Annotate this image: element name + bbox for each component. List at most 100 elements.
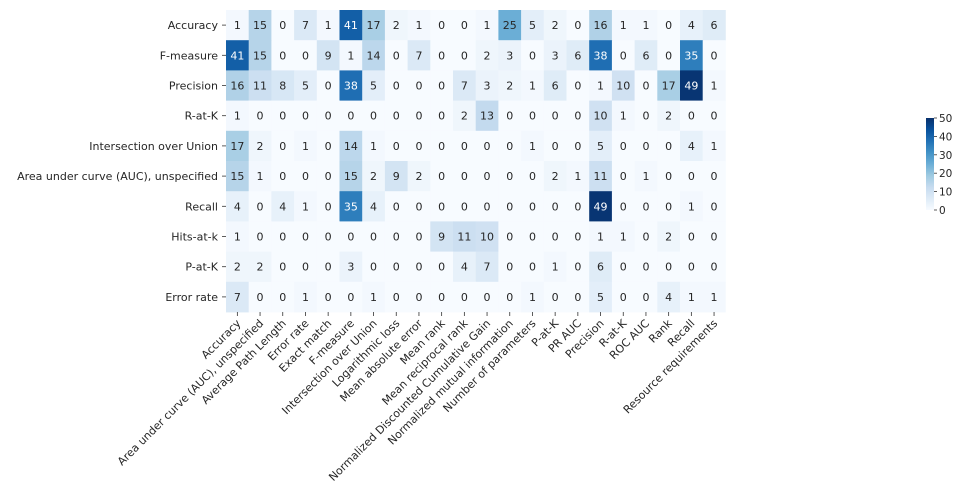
heatmap-cell — [362, 70, 386, 101]
cell-value-label: 1 — [302, 200, 309, 213]
heatmap-cell — [543, 70, 567, 101]
cell-value-label: 1 — [620, 231, 627, 244]
cell-value-label: 0 — [688, 231, 695, 244]
heatmap-cell — [657, 130, 681, 162]
heatmap-cell — [339, 161, 363, 192]
heatmap-cell — [384, 191, 408, 222]
y-tick-label: P-at-K — [185, 261, 218, 274]
heatmap-cell — [702, 130, 726, 162]
heatmap-cell — [271, 221, 295, 252]
heatmap-cell — [634, 100, 658, 132]
cell-value-label: 0 — [552, 110, 559, 123]
cell-value-label: 6 — [574, 49, 581, 62]
heatmap-cell — [339, 100, 363, 132]
heatmap-cell — [407, 191, 431, 222]
heatmap-cell — [294, 130, 318, 162]
colorbar-tick-label: 50 — [939, 113, 952, 125]
cell-value-label: 0 — [506, 261, 513, 274]
cell-value-label: 0 — [529, 170, 536, 183]
cell-value-label: 4 — [461, 261, 468, 274]
heatmap-cell — [475, 100, 499, 132]
cell-value-label: 0 — [415, 261, 422, 274]
cell-value-label: 0 — [506, 200, 513, 213]
cell-value-label: 1 — [302, 291, 309, 304]
cell-value-label: 0 — [438, 49, 445, 62]
cell-value-label: 1 — [552, 261, 559, 274]
heatmap-cell — [475, 281, 499, 313]
heatmap-cell — [384, 161, 408, 192]
cell-value-label: 2 — [552, 19, 559, 32]
cell-value-label: 0 — [574, 80, 581, 93]
heatmap-cell — [680, 281, 704, 313]
cell-value-label: 1 — [234, 231, 241, 244]
heatmap-cell — [680, 251, 704, 283]
cell-value-label: 0 — [484, 140, 491, 153]
heatmap-cell — [226, 10, 250, 41]
heatmap-cell — [384, 221, 408, 252]
y-tick-label: R-at-K — [185, 110, 219, 123]
cell-value-label: 0 — [688, 170, 695, 183]
heatmap-cell — [294, 191, 318, 222]
heatmap-cell — [566, 100, 590, 132]
cell-value-label: 0 — [438, 261, 445, 274]
cell-value-label: 1 — [484, 19, 491, 32]
cell-value-label: 2 — [665, 110, 672, 123]
cell-value-label: 0 — [347, 291, 354, 304]
heatmap-cell — [430, 221, 454, 252]
cell-value-label: 0 — [574, 261, 581, 274]
heatmap-cell — [453, 100, 477, 132]
cell-value-label: 0 — [665, 200, 672, 213]
heatmap-cell — [430, 70, 454, 101]
heatmap-cell — [498, 10, 522, 41]
cell-value-label: 0 — [325, 140, 332, 153]
cell-value-label: 0 — [574, 140, 581, 153]
cell-value-label: 0 — [302, 49, 309, 62]
cell-value-label: 0 — [620, 49, 627, 62]
heatmap-cell — [453, 221, 477, 252]
cell-value-label: 0 — [574, 291, 581, 304]
heatmap-cell — [566, 281, 590, 313]
heatmap-cell — [453, 161, 477, 192]
cell-value-label: 0 — [415, 80, 422, 93]
cell-value-label: 13 — [480, 110, 494, 123]
cell-value-label: 0 — [506, 110, 513, 123]
heatmap-cell — [453, 40, 477, 71]
heatmap-cell — [384, 251, 408, 283]
colorbar-tick-label: 20 — [939, 168, 952, 180]
cell-value-label: 2 — [257, 261, 264, 274]
cell-value-label: 0 — [302, 261, 309, 274]
heatmap-cell — [248, 10, 272, 41]
heatmap-cell — [362, 100, 386, 132]
cell-value-label: 6 — [642, 49, 649, 62]
cell-value-label: 0 — [461, 140, 468, 153]
heatmap-cell — [543, 100, 567, 132]
cell-value-label: 1 — [574, 170, 581, 183]
cell-value-label: 11 — [594, 170, 608, 183]
heatmap-cell — [271, 161, 295, 192]
cell-value-label: 0 — [279, 231, 286, 244]
cell-value-label: 0 — [325, 170, 332, 183]
cell-value-label: 0 — [506, 140, 513, 153]
heatmap-cell — [680, 100, 704, 132]
heatmap-cell — [657, 251, 681, 283]
cell-value-label: 2 — [461, 110, 468, 123]
heatmap-cell — [680, 70, 704, 101]
heatmap-cell — [634, 40, 658, 71]
cell-value-label: 38 — [344, 80, 358, 93]
cell-value-label: 0 — [325, 200, 332, 213]
heatmap-cell — [521, 191, 545, 222]
heatmap-cell — [521, 70, 545, 101]
cell-value-label: 0 — [438, 140, 445, 153]
heatmap-cell — [294, 10, 318, 41]
cell-value-label: 0 — [393, 200, 400, 213]
heatmap-cell — [566, 251, 590, 283]
heatmap-cell — [226, 191, 250, 222]
cell-value-label: 0 — [347, 110, 354, 123]
cell-value-label: 10 — [480, 231, 494, 244]
cell-value-label: 0 — [574, 200, 581, 213]
cell-value-label: 15 — [344, 170, 358, 183]
heatmap-cell — [362, 40, 386, 71]
cell-value-label: 0 — [415, 231, 422, 244]
heatmap-cell — [498, 100, 522, 132]
cell-value-label: 4 — [370, 200, 377, 213]
